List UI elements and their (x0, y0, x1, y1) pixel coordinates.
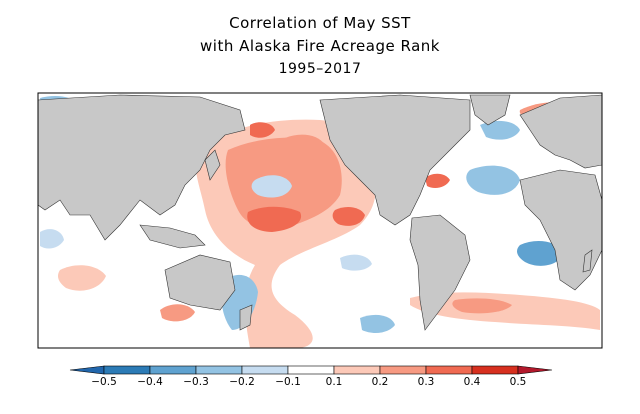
colorbar-swatch (103, 365, 151, 375)
colorbar (69, 365, 553, 375)
new-zealand (239, 304, 253, 331)
colorbar-tick-label: 0.2 (371, 376, 389, 388)
japan (204, 149, 221, 181)
colorbar-tick-label: −0.4 (137, 376, 163, 388)
colorbar-swatch (425, 365, 473, 375)
colorbar-over-arrow (517, 365, 553, 375)
map-area (38, 93, 602, 348)
west-pacific-cool (251, 175, 292, 198)
colorbar-tick-label: 0.4 (463, 376, 481, 388)
east-pacific-cool (340, 254, 372, 271)
bering-warm (250, 122, 275, 138)
australia (164, 254, 236, 311)
colorbar-tick-label: −0.3 (183, 376, 209, 388)
indian-ocean-cool (40, 229, 64, 249)
madagascar (582, 249, 593, 273)
colorbar-swatch (241, 365, 289, 375)
colorbar-swatch (287, 365, 335, 375)
colorbar-tick-label: −0.2 (229, 376, 255, 388)
asia (38, 94, 246, 241)
colorbar-tick-label: 0.5 (509, 376, 527, 388)
west-australia-warm (160, 304, 195, 322)
map-frame (37, 92, 603, 349)
land (38, 94, 602, 331)
title-line-2: with Alaska Fire Acreage Rank (200, 37, 440, 55)
africa (519, 169, 602, 291)
south-pacific-warm-core (452, 298, 512, 314)
colorbar-swatch (149, 365, 197, 375)
colorbar-swatch (333, 365, 381, 375)
east-pacific-warm (332, 207, 365, 226)
title-line-1: Correlation of May SST (229, 14, 411, 32)
north-atlantic-cool (466, 165, 520, 195)
colorbar-swatch (471, 365, 519, 375)
gulf-of-alaska-warm (281, 134, 325, 162)
north-atlantic-warm (425, 173, 450, 188)
title-line-3: 1995–2017 (278, 61, 362, 77)
north-america (319, 94, 471, 226)
colorbar-swatch (379, 365, 427, 375)
colorbar-tick-label: 0.1 (325, 376, 343, 388)
colorbar-tick-label: −0.1 (275, 376, 301, 388)
colorbar-under-arrow (69, 365, 105, 375)
labrador-cool (480, 120, 520, 140)
pacific-warm-center (247, 206, 302, 232)
south-atlantic-cool (517, 240, 565, 266)
colorbar-tick-label: −0.5 (91, 376, 117, 388)
indonesia (139, 224, 206, 249)
europe (519, 94, 602, 169)
south-pacific-cool (360, 314, 395, 333)
colorbar-swatch (195, 365, 243, 375)
indian-ocean-warm (58, 265, 106, 291)
colorbar-tick-label: 0.3 (417, 376, 435, 388)
south-america (409, 214, 471, 331)
greenland (469, 94, 511, 126)
